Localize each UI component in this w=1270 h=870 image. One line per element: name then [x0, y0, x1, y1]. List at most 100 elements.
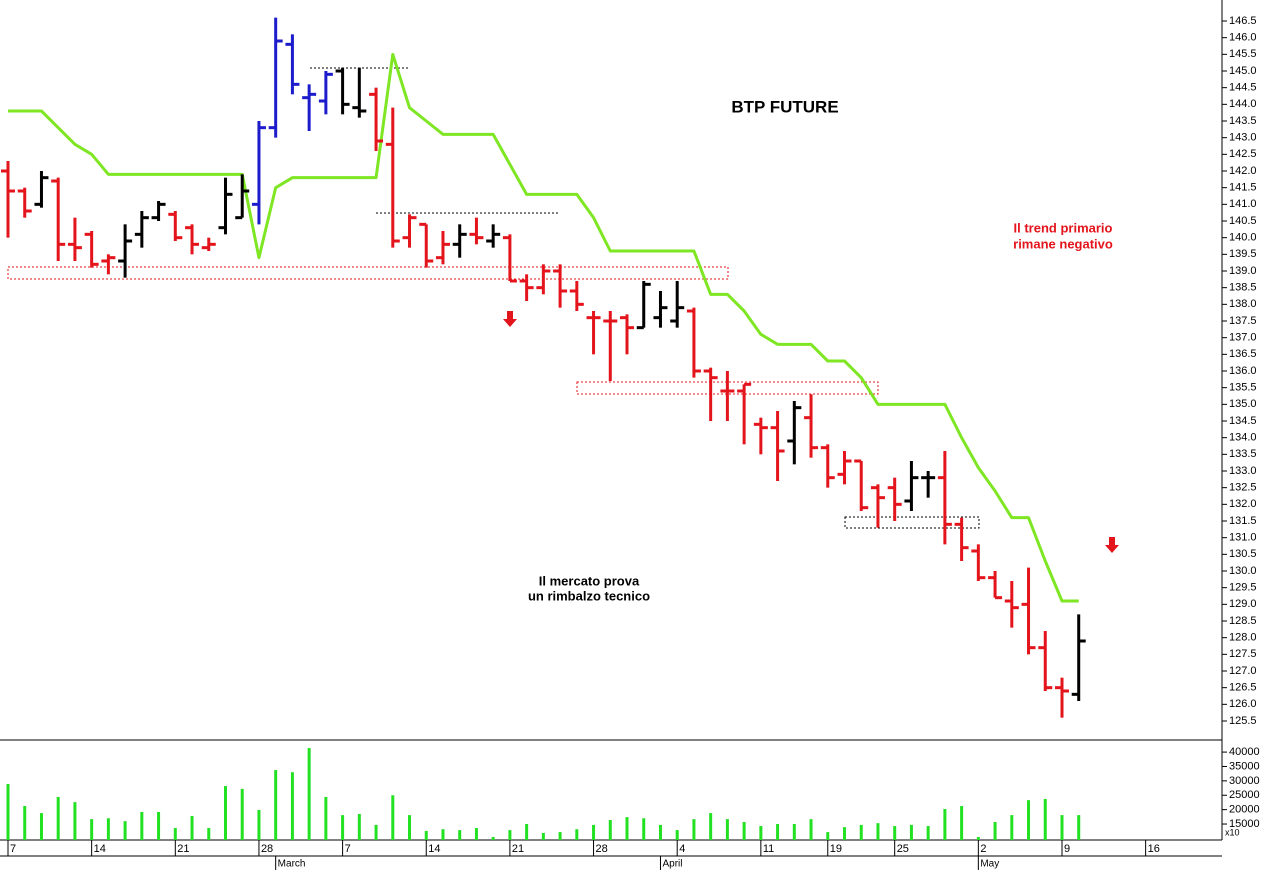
volume-bar [776, 824, 780, 840]
y-tick-label: 146.0 [1229, 32, 1257, 44]
volume-bar [792, 824, 796, 840]
y-tick-label: 133.0 [1229, 465, 1257, 477]
month-label: May [980, 859, 999, 870]
y-tick-label: 142.0 [1229, 165, 1257, 177]
volume-bar [39, 813, 43, 840]
volume-bar [357, 813, 361, 840]
y-tick-label: 125.5 [1229, 715, 1257, 727]
volume-bar [223, 786, 227, 840]
annotation: Il mercato prova [539, 573, 640, 588]
volume-bar [575, 829, 579, 840]
y-tick-label: 20000 [1229, 804, 1260, 816]
volume-bar [90, 819, 94, 840]
volume-bar [859, 824, 863, 840]
y-tick-label: 139.5 [1229, 248, 1257, 260]
trend-line [8, 52, 1079, 603]
volume-bar [140, 811, 144, 840]
y-tick-label: 137.5 [1229, 315, 1257, 327]
y-tick-label: 30000 [1229, 775, 1260, 787]
volume-bar [893, 826, 897, 840]
y-tick-label: 144.0 [1229, 98, 1257, 110]
volume-bar [1043, 798, 1047, 840]
y-tick-label: 127.0 [1229, 665, 1257, 677]
y-tick-label: 130.5 [1229, 548, 1257, 560]
y-tick-label: 142.5 [1229, 148, 1257, 160]
y-tick-label: 136.5 [1229, 348, 1257, 360]
y-tick-label: 138.0 [1229, 298, 1257, 310]
volume-bar [324, 796, 328, 840]
y-tick-label: 126.5 [1229, 682, 1257, 694]
y-tick-label: 128.0 [1229, 632, 1257, 644]
y-tick-label: 134.0 [1229, 432, 1257, 444]
down-arrow [503, 311, 517, 327]
volume-bar [1077, 815, 1081, 840]
x-tick-label: 19 [830, 843, 842, 855]
x-tick-label: 7 [345, 843, 351, 855]
volume-bar [993, 822, 997, 840]
y-tick-label: 146.5 [1229, 15, 1257, 27]
y-tick-label: 143.0 [1229, 132, 1257, 144]
annotation: Il trend primario [1014, 220, 1113, 235]
y-tick-label: 127.5 [1229, 648, 1257, 660]
x-tick-label: 28 [261, 843, 273, 855]
volume-bar [257, 809, 261, 840]
y-tick-label: 35000 [1229, 760, 1260, 772]
volume-bar [106, 818, 110, 840]
volume-bar [1027, 800, 1031, 840]
volume-bar [909, 824, 913, 840]
x-tick-label: 16 [1148, 843, 1160, 855]
volume-bar [307, 748, 311, 840]
x-tick-label: 25 [897, 843, 909, 855]
volume-bar [725, 819, 729, 840]
x-tick-label: 7 [10, 843, 16, 855]
volume-bar [625, 817, 629, 840]
y-tick-label: 138.5 [1229, 282, 1257, 294]
volume-bar [240, 788, 244, 840]
y-tick-label: 132.0 [1229, 498, 1257, 510]
volume-bar [742, 822, 746, 840]
volume-bar [56, 796, 60, 840]
y-tick-label: 141.5 [1229, 182, 1257, 194]
support-zone [7, 266, 729, 280]
volume-bar [675, 830, 679, 840]
y-tick-label: 40000 [1229, 746, 1260, 758]
annotation: rimane negativo [1013, 236, 1113, 251]
y-tick-label: 134.5 [1229, 415, 1257, 427]
volume-bar [474, 828, 478, 840]
y-tick-label: 145.5 [1229, 48, 1257, 60]
volume-bar [926, 826, 930, 840]
volume-unit: x10 [1225, 827, 1240, 837]
volume-bar [173, 828, 177, 840]
volume-bar [341, 815, 345, 840]
x-tick-label: 11 [763, 843, 774, 855]
volume-bar [391, 795, 395, 840]
volume-bar [1010, 815, 1014, 840]
volume-bar [525, 824, 529, 840]
volume-bar [759, 826, 763, 840]
volume-bar [491, 836, 495, 840]
volume-bar [374, 824, 378, 840]
x-tick-label: 2 [980, 843, 986, 855]
y-tick-label: 136.0 [1229, 365, 1257, 377]
y-tick-label: 132.5 [1229, 482, 1257, 494]
month-label: April [662, 859, 682, 870]
y-tick-label: 144.5 [1229, 82, 1257, 94]
x-tick-label: 21 [177, 843, 189, 855]
volume-bar [424, 830, 428, 840]
volume-bar [642, 818, 646, 840]
y-tick-label: 129.5 [1229, 582, 1257, 594]
month-label: March [278, 859, 306, 870]
y-tick-label: 141.0 [1229, 198, 1257, 210]
y-tick-label: 128.5 [1229, 615, 1257, 627]
volume-bar [207, 828, 211, 840]
x-tick-label: 21 [512, 843, 524, 855]
x-tick-label: 14 [428, 843, 440, 855]
y-tick-label: 25000 [1229, 789, 1260, 801]
y-tick-label: 126.0 [1229, 698, 1257, 710]
volume-bar [541, 832, 545, 840]
y-tick-label: 135.5 [1229, 382, 1257, 394]
y-tick-label: 131.0 [1229, 532, 1257, 544]
x-tick-label: 14 [94, 843, 106, 855]
y-tick-label: 140.5 [1229, 215, 1257, 227]
volume-bar [960, 806, 964, 840]
